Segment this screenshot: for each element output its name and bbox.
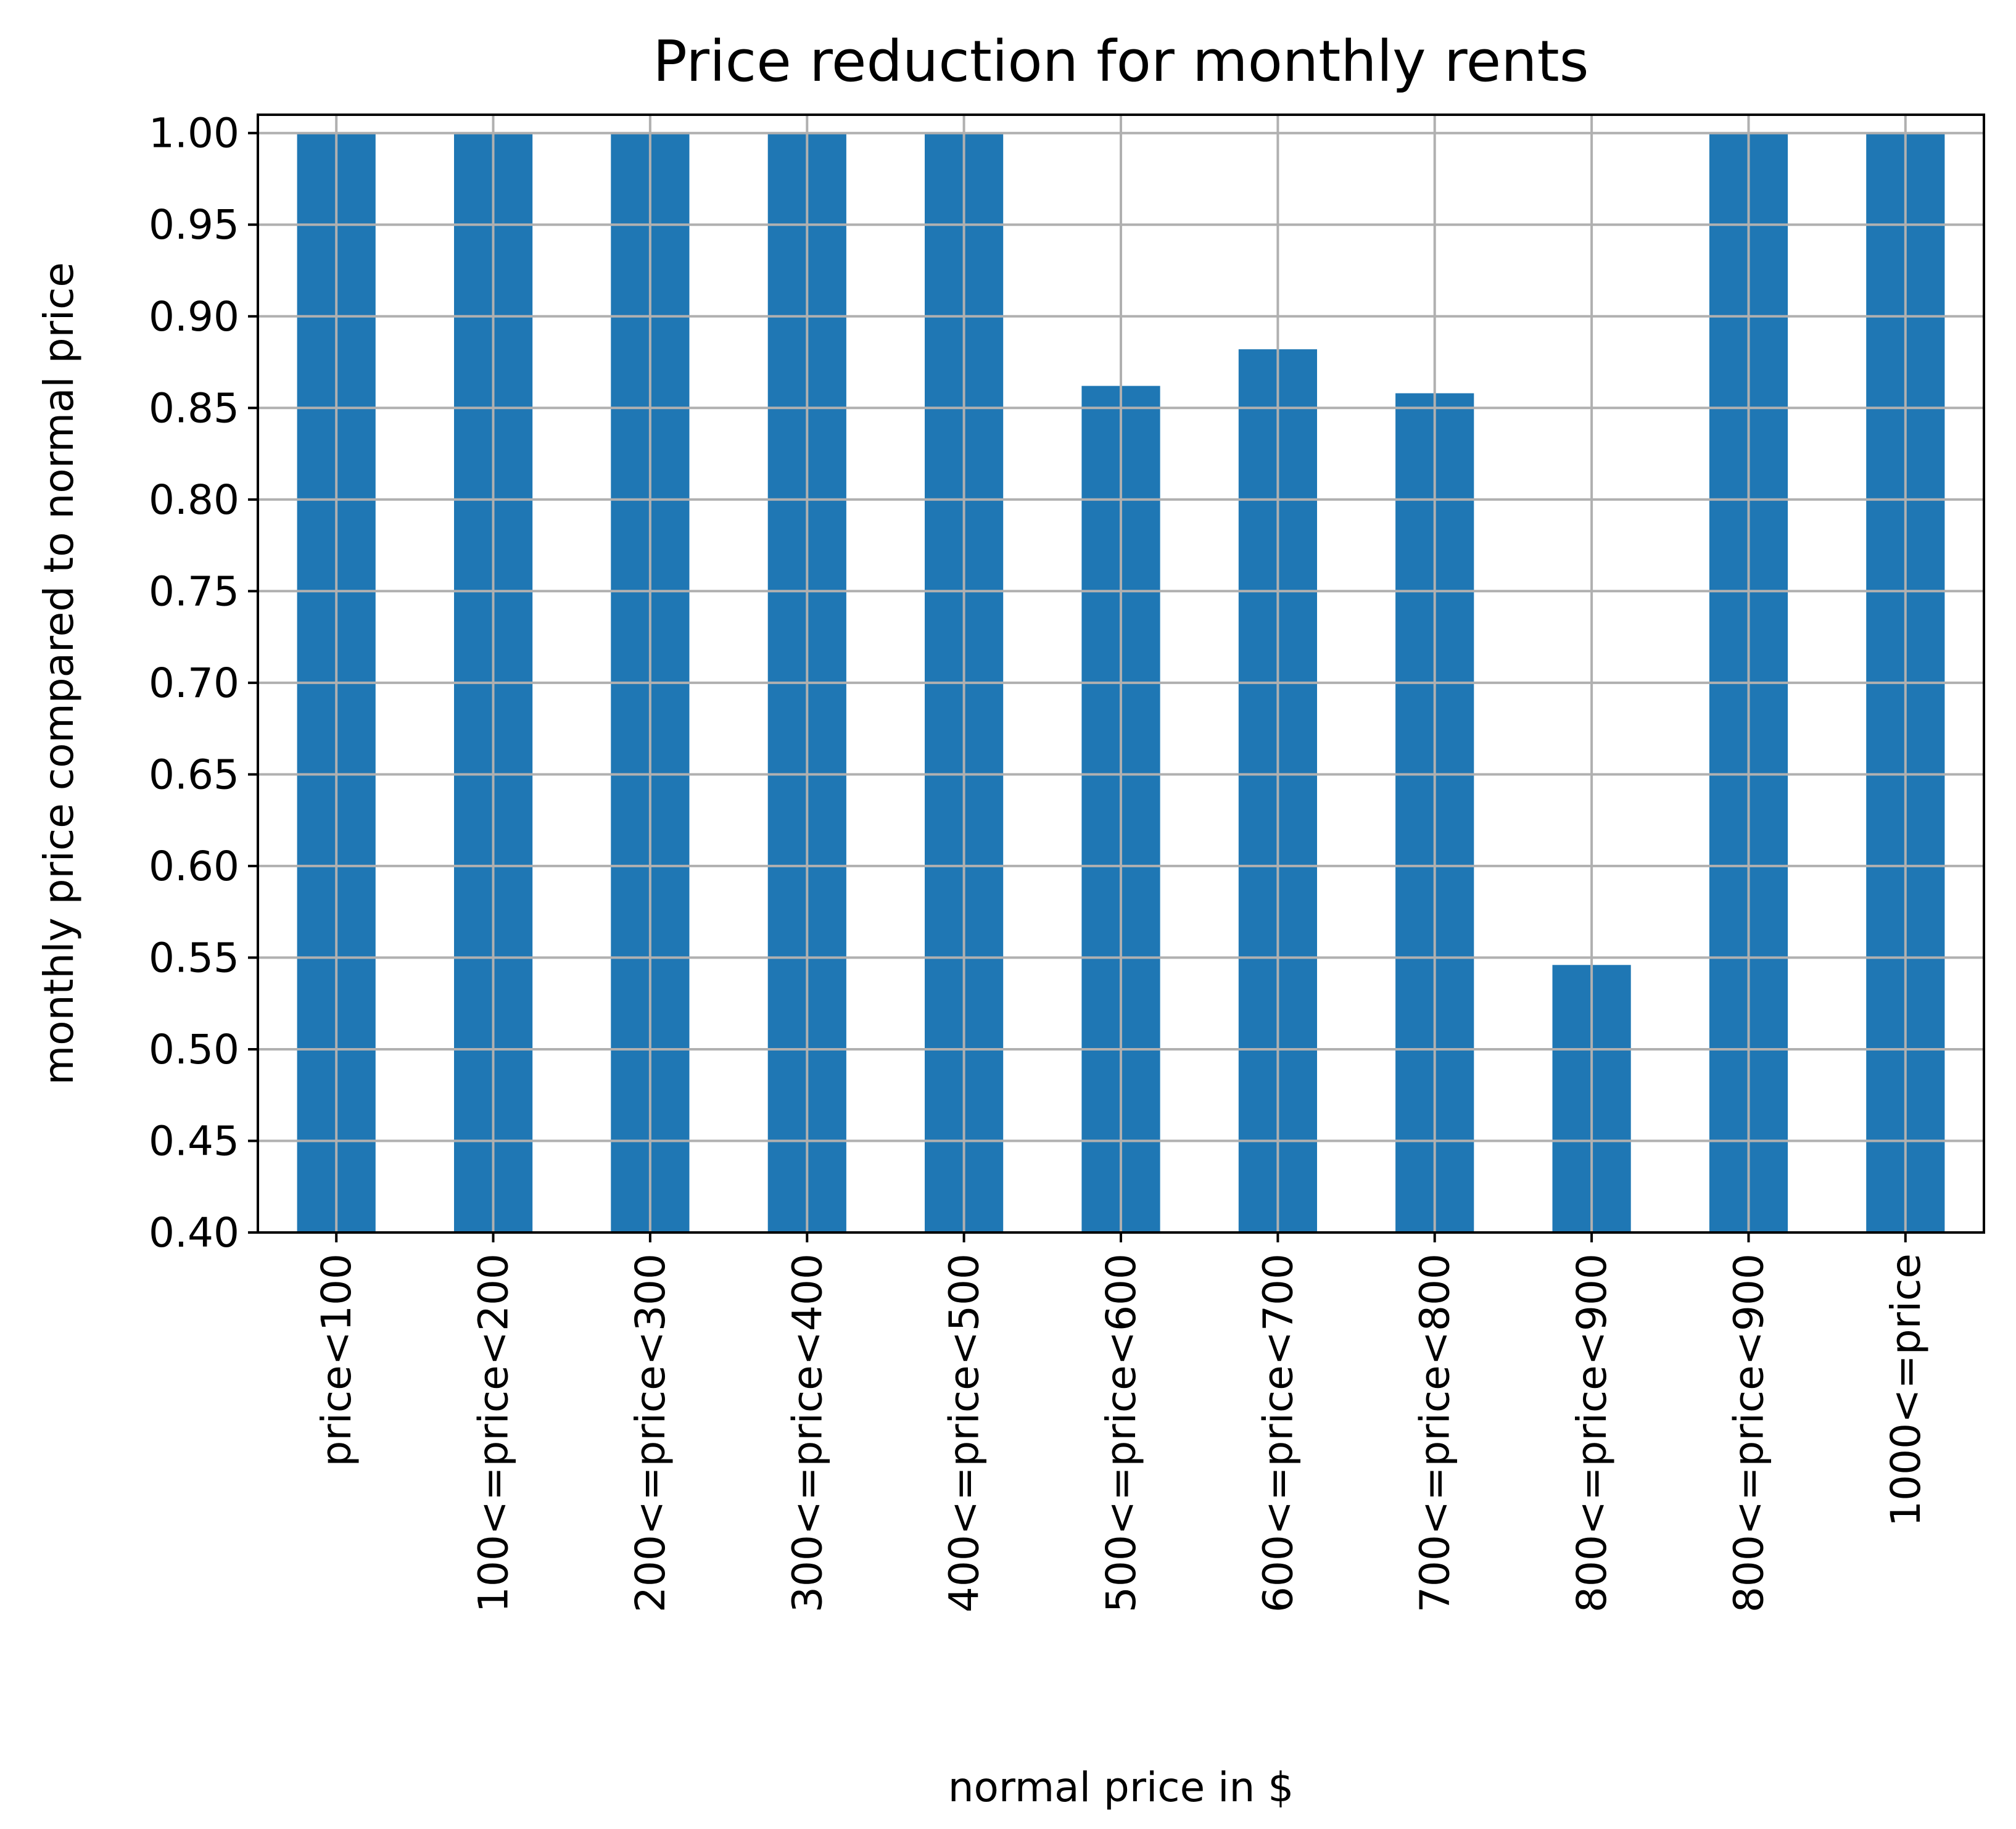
x-tick-label: 100<=price<200 xyxy=(470,1253,518,1612)
x-tick-label: 700<=price<800 xyxy=(1411,1253,1459,1612)
x-tick-label: 500<=price<600 xyxy=(1097,1253,1145,1612)
grid-overlay xyxy=(258,115,1984,1234)
x-tick-label: 1000<=price xyxy=(1882,1253,1930,1527)
x-tick-label: 200<=price<300 xyxy=(627,1253,674,1612)
y-tick-label: 0.75 xyxy=(149,568,239,615)
y-tick-label: 0.55 xyxy=(149,934,239,981)
y-tick-label: 0.40 xyxy=(149,1209,239,1257)
chart-title: Price reduction for monthly rents xyxy=(653,28,1588,94)
y-tick-label: 0.85 xyxy=(149,384,239,432)
y-tick-label: 0.95 xyxy=(149,201,239,249)
x-tick-label: 300<=price<400 xyxy=(783,1253,831,1612)
x-tick-label: 800<=price<900 xyxy=(1568,1253,1616,1612)
y-tick-label: 0.45 xyxy=(149,1118,239,1165)
y-tick-label: 1.00 xyxy=(149,110,239,157)
y-axis-ticks: 0.40 0.45 0.50 0.55 0.60 0.65 0.70 0.75 0.80 0.85… xyxy=(149,110,258,1257)
x-tick-label: 800<=price<900 xyxy=(1725,1253,1773,1612)
y-tick-label: 0.80 xyxy=(149,476,239,524)
y-tick-label: 0.70 xyxy=(149,659,239,707)
x-axis-ticks: price<100 100<=price<200 200<=price<300 300… xyxy=(313,1232,1930,1612)
y-tick-label: 0.90 xyxy=(149,293,239,341)
y-axis-label: monthly price compared to normal price xyxy=(35,262,83,1085)
x-axis-label: normal price in $ xyxy=(948,1764,1294,1811)
y-tick-label: 0.65 xyxy=(149,751,239,798)
y-tick-label: 0.60 xyxy=(149,843,239,890)
y-tick-label: 0.50 xyxy=(149,1026,239,1073)
x-tick-label: 600<=price<700 xyxy=(1254,1253,1302,1612)
x-tick-label: 400<=price<500 xyxy=(941,1253,988,1612)
x-tick-label: price<100 xyxy=(313,1253,360,1467)
